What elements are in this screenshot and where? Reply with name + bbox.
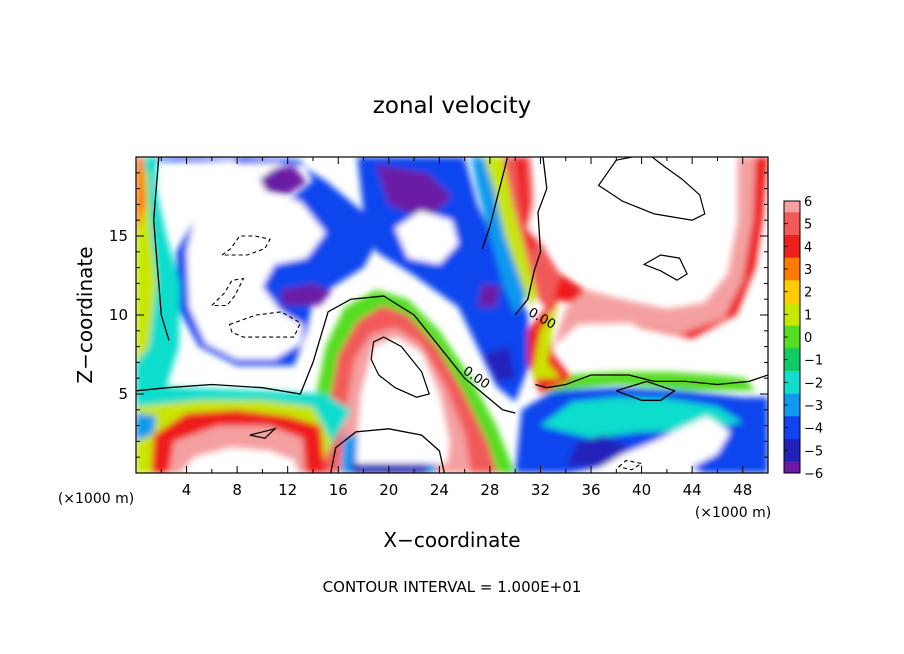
y-tick-label: 10 [109,306,128,324]
contour-line [330,428,446,473]
velocity-region [483,346,516,382]
contour-line [249,427,278,439]
masked-region [355,337,450,464]
x-tick-label: 48 [733,481,752,499]
colorbar-label: −4 [804,422,823,437]
velocity-region [136,413,157,442]
x-tick-label: 24 [430,481,449,499]
contour-line [153,157,170,341]
colorbar-label: 3 [804,263,812,278]
colorbar-swatch [784,212,800,225]
velocity-region [357,157,531,402]
colorbar-label: 6 [804,195,812,210]
colorbar-swatch [784,291,800,304]
x-axis-unit-left: (×1000 m) [58,491,134,507]
colorbar-swatch [784,325,800,338]
colorbar-label: 4 [804,240,812,255]
colorbar-label: 0 [804,331,812,346]
y-tick-label: 15 [109,227,128,245]
colorbar-label: 1 [804,308,812,323]
velocity-region [565,435,629,467]
colorbar-label: −1 [804,354,823,369]
colorbar-label: −2 [804,376,823,391]
y-axis-title: Z−coordinate [73,246,97,383]
colorbar-swatch [784,382,800,395]
contour-line [616,380,676,401]
colorbar-swatch [784,235,800,247]
x-tick-label: 16 [329,481,348,499]
velocity-region [136,157,147,236]
colorbar-swatch [784,416,800,429]
masked-region [591,416,731,473]
velocity-region [538,371,756,394]
velocity-region [376,164,452,221]
velocity-region [471,157,535,315]
colorbar-swatch [784,223,800,236]
velocity-region [281,283,332,306]
colorbar-swatch [784,269,800,281]
x-tick-label: 12 [278,481,297,499]
chart-title: zonal velocity [373,93,531,119]
contour-line [136,295,516,414]
x-tick-label: 36 [581,481,600,499]
colorbar-label: 5 [804,218,812,233]
contour-line-negative [210,278,245,307]
x-tick-label: 32 [531,481,550,499]
colorbar-swatch [784,427,800,440]
colorbar-swatch [784,337,800,349]
x-tick-label: 20 [379,481,398,499]
x-tick-label: 8 [232,481,242,499]
contour-line [535,374,768,389]
contour-interval-note: CONTOUR INTERVAL = 1.000E+01 [323,578,582,596]
colorbar-swatch [784,405,800,417]
colorbar-swatch [784,371,800,383]
masked-region [395,210,459,265]
colorbar-swatch [784,439,800,451]
colorbar-label: 2 [804,286,812,301]
colorbar-swatch [784,359,800,372]
x-tick-label: 44 [683,481,702,499]
x-axis-title: X−coordinate [383,528,520,552]
colorbar: 6 5 4 3 2 1 0 −1 −2 −3 −4 −5 −6 [783,195,823,482]
masked-region [527,157,731,306]
colorbar-swatch [784,450,800,463]
colorbar-swatch [784,280,800,293]
x-tick-label: 40 [632,481,651,499]
x-tick-label: 28 [480,481,499,499]
contour-line [597,157,706,221]
contour-line [481,157,509,249]
colorbar-swatch [784,393,800,406]
x-tick-label: 4 [182,481,192,499]
contour-line [370,336,430,398]
velocity-region [477,283,500,308]
contour-line-negative [228,311,302,338]
colorbar-swatch [784,201,800,213]
colorbar-label: −3 [804,399,823,414]
contour-line [514,157,548,316]
velocity-region [553,157,756,347]
colorbar-swatch [784,303,800,315]
masked-region [181,447,298,473]
contour-lines [136,157,768,473]
colorbar-swatch [784,461,800,474]
colorbar-swatch [784,348,800,361]
masked-region [176,160,326,360]
colorbar-swatch [784,246,800,259]
x-axis-ticks: 4 8 12 16 20 24 28 32 36 40 44 48 [160,157,752,499]
x-axis-unit-right: (×1000 m) [695,505,771,521]
contour-line [642,254,688,281]
y-tick-label: 5 [118,385,128,403]
colorbar-swatch [784,257,800,270]
colorbar-swatch [784,314,800,327]
colorbar-label: −6 [804,467,823,482]
velocity-region [531,302,561,379]
colorbar-label: −5 [804,444,823,459]
contour-line-negative [220,235,271,256]
y-axis-ticks: 5 10 15 [109,172,768,458]
